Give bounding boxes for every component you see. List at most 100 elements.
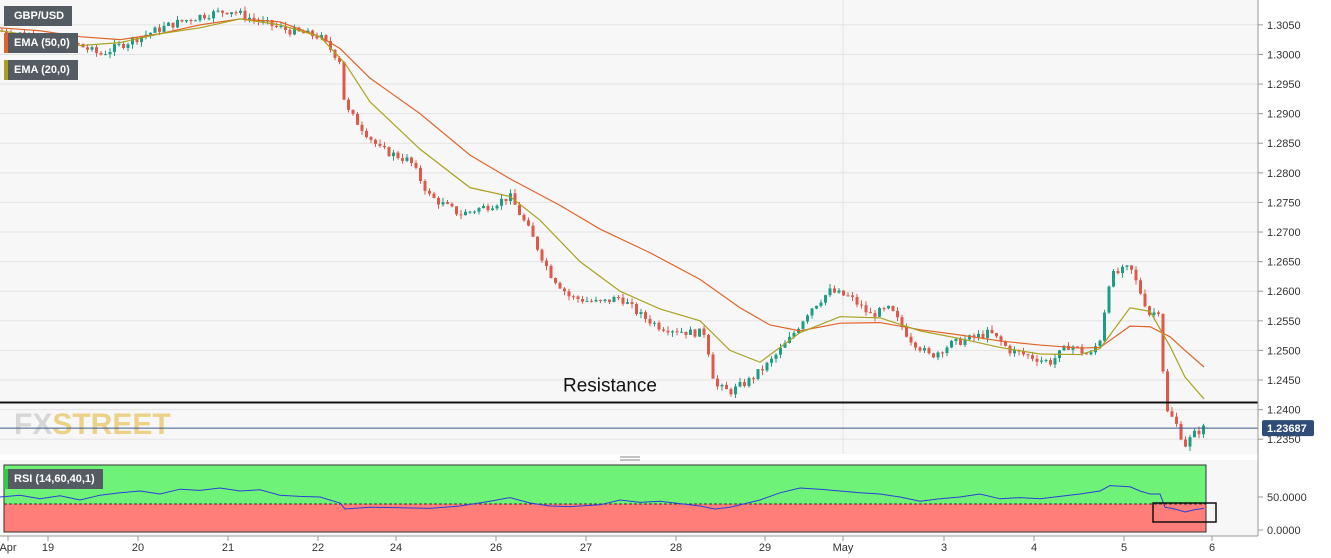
y-tick-label: 1.2450 [1267, 375, 1301, 387]
candle-body [356, 113, 359, 125]
candle-body [1103, 312, 1106, 341]
candle-body [455, 206, 458, 215]
ema20-tag[interactable]: EMA (20,0) [4, 60, 78, 80]
candle-body [603, 299, 607, 302]
candle-body [815, 305, 818, 309]
candle-body [126, 44, 130, 48]
candle-body [752, 378, 755, 380]
candle-body [432, 193, 436, 198]
candle-body [149, 32, 152, 35]
candle-body [1107, 286, 1111, 313]
candle-body [1071, 346, 1075, 350]
candle-body [959, 338, 962, 345]
candle-body [527, 220, 530, 226]
candle-body [167, 22, 170, 26]
candle-body [1089, 352, 1093, 355]
candle-body [77, 43, 80, 45]
y-axis: 1.2350 1.2400 1.2450 1.2500 1.2550 1.2600 1.26… [1257, 0, 1314, 537]
y-tick-label: 1.2700 [1267, 227, 1301, 239]
candle-body [801, 321, 805, 329]
candle-body [1062, 345, 1066, 351]
candle-body [5, 31, 8, 34]
watermark-fx: FX [14, 408, 52, 441]
candle-body [981, 333, 985, 339]
candle-body [180, 19, 184, 22]
candle-body [473, 211, 476, 213]
rsi-lower-band [4, 504, 1206, 532]
candle-body [761, 369, 764, 371]
candle-body [203, 14, 206, 19]
x-tick-label: May [833, 542, 854, 554]
candle-body [293, 27, 296, 35]
candle-body [342, 61, 346, 100]
candle-body [1202, 425, 1205, 435]
candle-body [684, 331, 688, 335]
candle-body [486, 205, 490, 211]
candle-body [468, 211, 472, 213]
candle-body [1125, 265, 1129, 267]
candle-body [1170, 411, 1174, 417]
x-tick-label: 5 [1121, 542, 1127, 554]
candle-body [216, 10, 220, 12]
ema20-label: EMA (20,0) [14, 64, 70, 76]
candle-body [117, 43, 121, 45]
candle-body [621, 297, 625, 304]
candle-body [90, 47, 94, 50]
panel-resize-handle[interactable] [620, 456, 640, 461]
candle-body [212, 11, 215, 19]
ema20-swatch [4, 60, 8, 80]
candle-body [1143, 293, 1147, 307]
candle-body [1157, 312, 1160, 314]
candle-body [122, 43, 125, 48]
last-price-badge [1262, 420, 1314, 437]
candle-body [576, 296, 580, 300]
ema50-label: EMA (50,0) [14, 37, 70, 49]
candle-body [873, 313, 877, 317]
candle-body [581, 299, 584, 302]
candle-body [900, 317, 904, 327]
candle-body [770, 358, 773, 363]
candle-body [675, 331, 679, 333]
candle-body [711, 354, 715, 379]
candle-body [279, 26, 283, 28]
candle-body [842, 290, 845, 296]
candle-body [680, 331, 683, 333]
candle-body [1080, 346, 1084, 354]
candle-body [1139, 280, 1142, 294]
candle-body [905, 326, 908, 337]
candle-body [1026, 354, 1030, 356]
fxstreet-watermark: FXSTREET [14, 408, 171, 441]
candle-body [513, 193, 517, 205]
candle-body [225, 12, 229, 15]
candle-body [1094, 346, 1097, 353]
candle-body [846, 295, 850, 297]
rsi-panel [0, 464, 1217, 533]
candle-body [765, 362, 769, 371]
candle-body [221, 10, 224, 13]
candle-body [828, 288, 832, 296]
candle-body [698, 328, 701, 337]
candle-body [518, 204, 521, 215]
candle-body [252, 17, 256, 20]
candle-body [950, 340, 953, 348]
candle-body [986, 329, 989, 339]
candle-body [896, 310, 899, 318]
resistance-annotation: Resistance [0, 376, 1258, 429]
candle-body [747, 378, 751, 386]
candle-body [392, 152, 395, 157]
candle-body [198, 14, 202, 21]
rsi-label: RSI (14,60,40,1) [14, 473, 95, 485]
ema50-tag[interactable]: EMA (50,0) [4, 33, 78, 53]
candle-body [1134, 269, 1138, 281]
candle-body [522, 214, 526, 221]
candle-body [824, 295, 827, 303]
candle-body [860, 304, 863, 306]
y-tick-label: 1.2350 [1267, 434, 1301, 446]
candle-body [909, 336, 913, 343]
candle-body [635, 303, 638, 315]
rsi-tag[interactable]: RSI (14,60,40,1) [4, 469, 103, 489]
candle-body [491, 208, 494, 211]
x-tick-label: 26 [490, 542, 502, 554]
y-tick-label: 1.2900 [1267, 109, 1301, 121]
